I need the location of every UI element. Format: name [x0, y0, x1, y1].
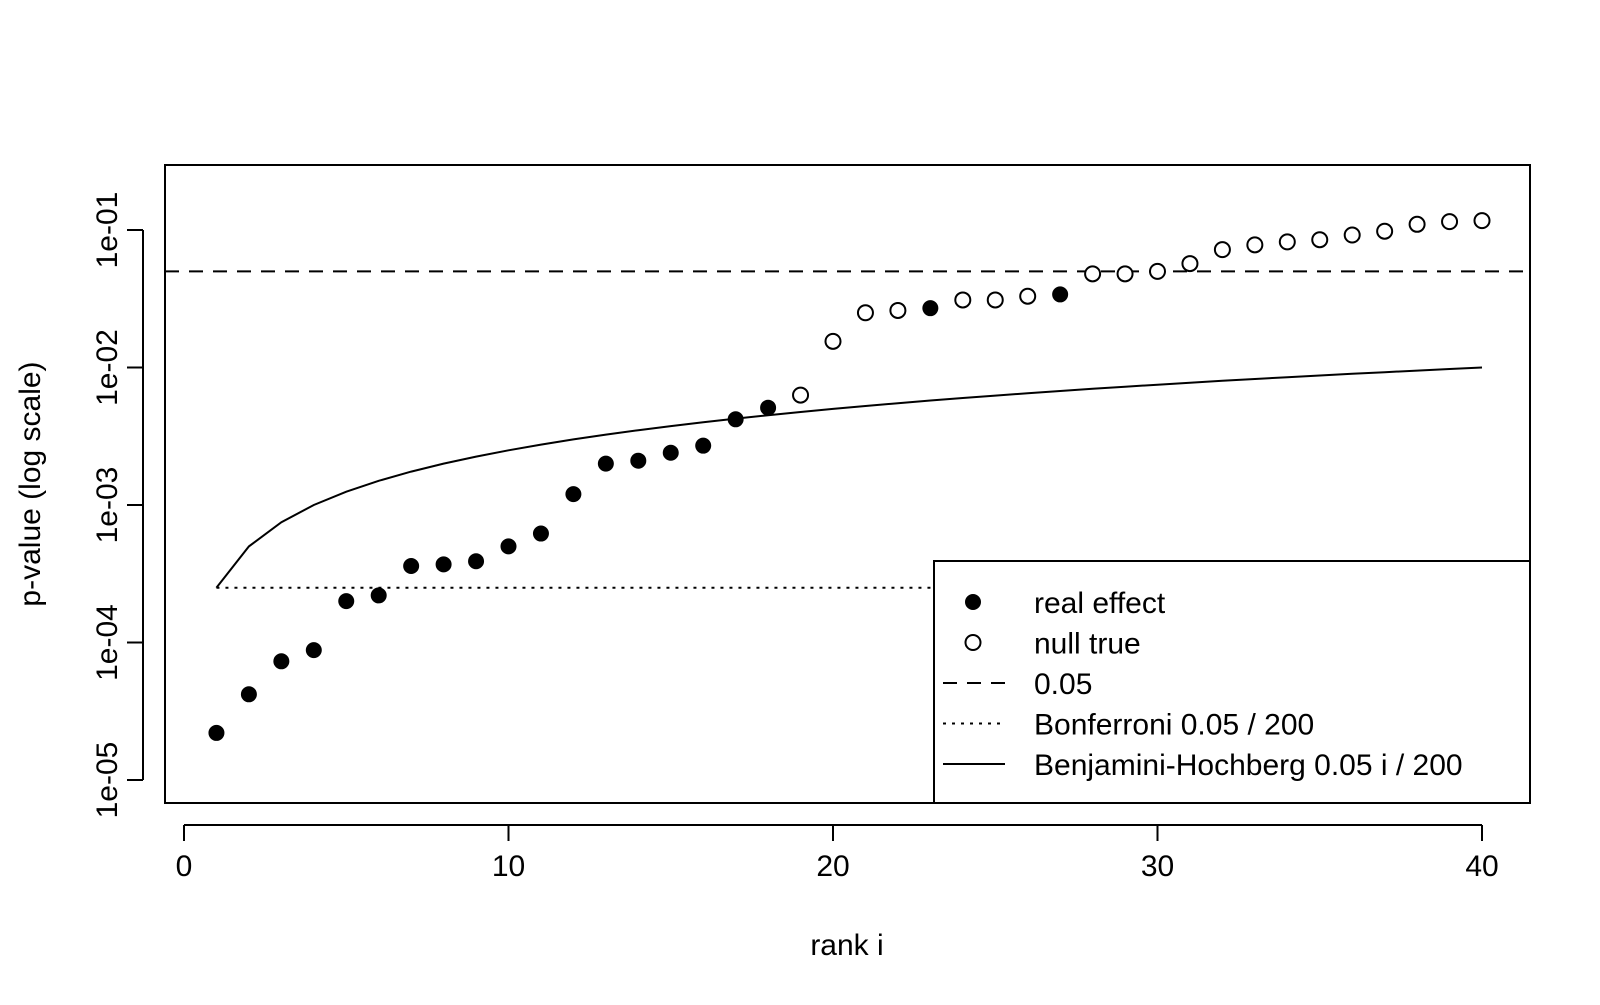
legend-label: 0.05 [1034, 668, 1092, 701]
real-effect-point [760, 399, 777, 416]
benjamini-hochberg-line [215, 366, 1483, 589]
legend-label: Benjamini-Hochberg 0.05 i / 200 [1034, 749, 1463, 782]
real-effect-point [208, 724, 225, 741]
real-effect-point [240, 686, 257, 703]
legend-label: real effect [1034, 587, 1166, 620]
data-points [208, 212, 1491, 741]
legend-box [933, 560, 1531, 804]
null-true-point [1473, 212, 1491, 230]
null-true-point [954, 291, 972, 309]
real-effect-point [597, 455, 614, 472]
reference-lines [165, 270, 1530, 589]
y-tick-label: 1e-01 [91, 192, 124, 269]
axes: 0 10 20 30 40 1e-05 1e-04 1e-03 1e-02 1e-01 [91, 192, 1499, 883]
null-true-point [1441, 213, 1459, 231]
null-true-point [1019, 287, 1037, 305]
null-true-point [1213, 241, 1231, 259]
real-effect-point [468, 553, 485, 570]
real-effect-point [273, 653, 290, 670]
null-true-point [1246, 236, 1264, 254]
legend[interactable]: real effect null true 0.05 Bonferroni 0.05 … [933, 560, 1531, 804]
null-true-point [824, 332, 842, 350]
real-effect-point [630, 452, 647, 469]
legend-label: null true [1034, 628, 1141, 661]
x-tick-label: 30 [1141, 850, 1174, 883]
real-effect-point [922, 300, 939, 317]
null-true-point [1116, 265, 1134, 283]
x-tick-label: 0 [176, 850, 193, 883]
plot-frame [164, 164, 1531, 804]
y-tick-label: 1e-05 [91, 742, 124, 819]
null-true-point [1408, 215, 1426, 233]
real-effect-point [1052, 286, 1069, 303]
null-true-point [889, 301, 907, 319]
null-true-point [1181, 255, 1199, 273]
legend-filled-circle-symbol [965, 594, 981, 610]
x-tick-label: 10 [492, 850, 525, 883]
real-effect-point [695, 437, 712, 454]
null-true-point [986, 291, 1004, 309]
real-effect-point [435, 556, 452, 573]
real-effect-point [727, 411, 744, 428]
null-true-point [1343, 226, 1361, 244]
null-true-point [1149, 262, 1166, 280]
real-effect-point [370, 587, 387, 604]
null-true-point [1311, 231, 1329, 249]
y-tick-label: 1e-02 [91, 329, 124, 406]
real-effect-point [565, 486, 582, 503]
real-effect-point [338, 593, 355, 610]
real-effect-point [500, 538, 517, 555]
y-tick-label: 1e-03 [91, 467, 124, 544]
null-true-point [1084, 265, 1102, 283]
null-true-point [792, 386, 810, 404]
y-axis-title: p-value (log scale) [14, 361, 47, 606]
null-true-point [856, 304, 874, 322]
legend-open-circle-symbol [964, 634, 982, 651]
x-axis-title: rank i [810, 929, 883, 962]
real-effect-point [532, 525, 549, 542]
null-true-point [1376, 222, 1394, 240]
real-effect-point [403, 558, 420, 575]
null-true-point [1278, 233, 1296, 251]
real-effect-point [662, 444, 679, 461]
y-tick-label: 1e-04 [91, 604, 124, 681]
x-tick-label: 20 [816, 850, 849, 883]
x-tick-label: 40 [1465, 850, 1498, 883]
legend-label: Bonferroni 0.05 / 200 [1034, 709, 1314, 742]
real-effect-point [305, 642, 322, 659]
